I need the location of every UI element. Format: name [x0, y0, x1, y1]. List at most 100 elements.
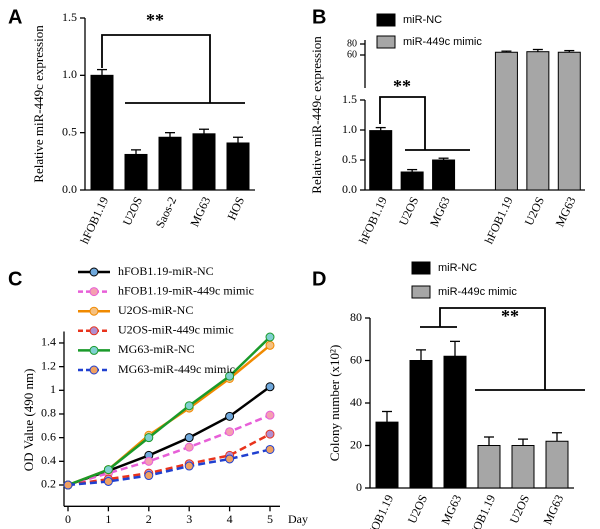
- panel-label: B: [312, 6, 326, 28]
- series-line: [67, 336, 271, 487]
- legend-swatch: [376, 35, 396, 49]
- y-axis-label: Relative miR-449c expression: [309, 36, 324, 194]
- x-tick-label: 0: [65, 512, 71, 526]
- y-tick-label: 1.5: [342, 92, 357, 106]
- legend-marker: [89, 326, 99, 336]
- y-tick-label: 1.0: [62, 67, 77, 81]
- x-tick-label: hFOB1.19: [482, 195, 516, 247]
- legend-label: hFOB1.19-miR-NC: [118, 264, 214, 278]
- legend-marker: [89, 267, 99, 277]
- bar: [432, 159, 456, 191]
- y-tick-label: 0.5: [342, 152, 357, 166]
- legend-label: miR-449c mimic: [438, 286, 517, 298]
- y-tick-label: 60: [347, 49, 357, 60]
- point: [265, 332, 275, 342]
- legend-label: miR-NC: [438, 262, 477, 274]
- y-tick-label: 80: [350, 310, 362, 324]
- bar: [192, 133, 216, 191]
- legend-swatch: [411, 261, 431, 275]
- legend-marker: [89, 287, 99, 297]
- annotation: **: [146, 10, 164, 30]
- y-tick-label: 0.8: [41, 406, 56, 420]
- x-tick-label: 2: [146, 512, 152, 526]
- x-tick-label: hFOB1.19: [356, 195, 390, 247]
- annotation: **: [501, 306, 519, 326]
- point: [225, 427, 235, 437]
- y-tick-label: 0.4: [41, 453, 56, 467]
- point: [103, 476, 113, 486]
- bar: [511, 445, 535, 489]
- x-tick-label: HOS: [224, 195, 247, 223]
- x-tick-label: hFOB1.19: [77, 195, 111, 247]
- y-axis-label: OD Value (490 nm): [21, 369, 36, 472]
- annotation: **: [393, 76, 411, 96]
- x-tick-label: hFOB1.19: [464, 493, 498, 529]
- bar: [557, 51, 581, 191]
- y-tick-label: 0.5: [62, 124, 77, 138]
- legend-marker: [89, 306, 99, 316]
- y-tick-label: 1: [50, 382, 56, 396]
- point: [184, 442, 194, 452]
- bar: [375, 421, 399, 489]
- point: [184, 401, 194, 411]
- bar: [158, 136, 182, 191]
- point: [225, 454, 235, 464]
- point: [225, 371, 235, 381]
- y-tick-label: 0.0: [62, 182, 77, 196]
- bar: [124, 153, 148, 191]
- bar: [90, 74, 114, 191]
- legend-marker: [89, 345, 99, 355]
- legend-label: miR-449c mimic: [403, 36, 482, 48]
- point: [265, 382, 275, 392]
- x-tick-label: MG63: [553, 195, 579, 229]
- y-axis-label: Colony number (x10²): [327, 345, 342, 462]
- bar: [400, 171, 424, 191]
- point: [184, 433, 194, 443]
- x-tick-label: Saos-2: [153, 195, 179, 231]
- legend-label: U2OS-miR-NC: [118, 303, 193, 317]
- x-tick-label: U2OS: [405, 493, 430, 526]
- bracket: [439, 307, 546, 390]
- point: [144, 456, 154, 466]
- point: [225, 411, 235, 421]
- panel-label: D: [312, 268, 326, 290]
- series-line: [67, 432, 271, 487]
- y-tick-label: 1.2: [41, 358, 56, 372]
- point: [144, 471, 154, 481]
- point: [184, 461, 194, 471]
- x-tick-label: U2OS: [396, 195, 421, 228]
- bar: [545, 440, 569, 489]
- x-tick-label: 3: [186, 512, 192, 526]
- x-tick-label: MG63: [540, 493, 566, 527]
- x-tick-label: U2OS: [522, 195, 547, 228]
- y-tick-label: 0.0: [342, 182, 357, 196]
- legend-label: U2OS-miR-449c mimic: [118, 323, 234, 337]
- y-tick-label: 0.6: [41, 429, 56, 443]
- x-tick-label: hFOB1.19: [362, 493, 396, 529]
- y-tick-label: 20: [350, 437, 362, 451]
- legend-swatch: [376, 13, 396, 27]
- bar: [477, 445, 501, 489]
- y-tick-label: 0.2: [41, 477, 56, 491]
- y-tick-label: 60: [350, 352, 362, 366]
- bracket: [101, 34, 211, 103]
- legend-marker: [89, 365, 99, 375]
- y-tick-label: 1.5: [62, 10, 77, 24]
- bar: [369, 130, 393, 191]
- y-tick-label: 0: [356, 480, 362, 494]
- series-line: [67, 448, 271, 487]
- bar: [409, 360, 433, 489]
- bar: [443, 355, 467, 489]
- y-axis-label: Relative miR-449c expression: [31, 25, 46, 183]
- x-tick-label: U2OS: [120, 195, 145, 228]
- point: [265, 429, 275, 439]
- bar: [526, 51, 550, 191]
- bracket: [379, 96, 426, 150]
- y-tick-label: 1.0: [342, 122, 357, 136]
- legend-label: miR-NC: [403, 14, 442, 26]
- point: [144, 433, 154, 443]
- series-line: [67, 414, 271, 487]
- panel-label: A: [8, 6, 22, 28]
